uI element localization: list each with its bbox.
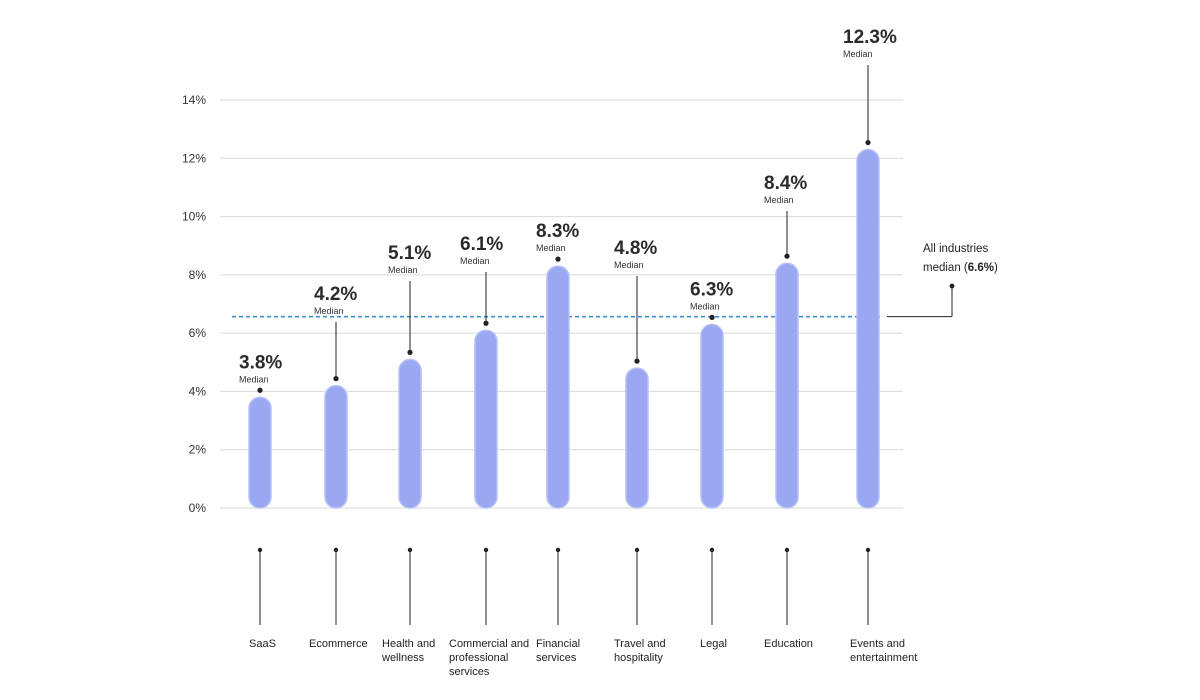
category-label: Ecommerce xyxy=(309,638,368,650)
category-label-line: Events and xyxy=(850,638,905,650)
median-label: Median xyxy=(314,306,344,316)
value-leader-dot xyxy=(483,320,489,326)
category-label-line: Commercial and xyxy=(449,638,529,650)
y-tick-label: 8% xyxy=(189,268,207,282)
value-leader-dot xyxy=(333,376,339,382)
bar-legal xyxy=(700,323,724,509)
category-label-line: Travel and xyxy=(614,638,666,650)
median-label: Median xyxy=(388,265,418,275)
value-label: 6.1% xyxy=(460,234,503,255)
median-label: Median xyxy=(536,243,566,253)
category-label-line: Financial xyxy=(536,638,580,650)
category-label: Legal xyxy=(700,638,727,650)
y-tick-label: 4% xyxy=(189,384,207,398)
median-label: Median xyxy=(690,301,720,311)
value-leader-dot xyxy=(865,139,871,146)
value-labels: 3.8%Median4.2%Median5.1%Median6.1%Median… xyxy=(239,27,897,393)
category-label-line: services xyxy=(536,652,577,664)
category-label: Travel and hospitality xyxy=(614,638,666,664)
y-axis-tick-labels: 0% 2% 4% 6% 8% 10% 12% 14% xyxy=(182,93,206,515)
category-label: Financial services xyxy=(536,638,580,664)
bar-education xyxy=(775,262,799,509)
bar-financial-services xyxy=(546,265,570,509)
category-label-line: wellness xyxy=(381,652,425,664)
category-label: SaaS xyxy=(249,638,276,650)
category-label-line: Ecommerce xyxy=(309,638,368,650)
value-leader-dot xyxy=(784,253,790,259)
category-label-line: Health and xyxy=(382,638,435,650)
category-label: Health and wellness xyxy=(381,638,435,664)
category-label: Events and entertainment xyxy=(850,638,917,664)
category-label-line: hospitality xyxy=(614,652,663,664)
y-tick-label: 6% xyxy=(189,326,207,340)
category-label-line: Legal xyxy=(700,638,727,650)
bar-ecommerce xyxy=(324,384,348,509)
bar-saas xyxy=(248,396,272,509)
y-tick-label: 12% xyxy=(182,151,206,165)
category-label-line: SaaS xyxy=(249,638,276,650)
reference-label-value: 6.6% xyxy=(968,262,994,274)
category-label-line: services xyxy=(449,666,490,678)
value-leader-dot xyxy=(257,387,263,393)
y-tick-label: 14% xyxy=(182,93,206,107)
category-label-line: Education xyxy=(764,638,813,650)
value-leader-dot xyxy=(709,314,715,320)
value-leader-dot xyxy=(407,349,413,355)
bar-health-and-wellness xyxy=(398,358,422,509)
median-label: Median xyxy=(764,195,794,205)
category-label: Education xyxy=(764,638,813,650)
median-label: Median xyxy=(843,49,873,59)
value-label: 3.8% xyxy=(239,352,282,373)
bar-commercial-and-professional-services xyxy=(474,329,498,509)
bar-events-and-entertainment xyxy=(856,148,880,509)
value-label: 5.1% xyxy=(388,243,431,264)
value-leader-dot xyxy=(555,256,561,262)
reference-label-suffix: ) xyxy=(994,262,998,274)
value-leader-dot xyxy=(634,358,640,364)
category-label: Commercial and professional services xyxy=(449,638,529,678)
value-label: 8.4% xyxy=(764,173,807,194)
reference-label-line2: median (6.6%) xyxy=(923,262,998,274)
median-label: Median xyxy=(460,256,490,266)
median-label: Median xyxy=(239,374,269,384)
reference-label-prefix: median ( xyxy=(923,262,968,274)
value-label: 6.3% xyxy=(690,279,733,300)
value-label: 4.2% xyxy=(314,284,357,305)
y-tick-label: 2% xyxy=(189,443,207,457)
reference-label-line1: All industries xyxy=(923,243,988,255)
category-label-line: entertainment xyxy=(850,652,917,664)
value-label: 12.3% xyxy=(843,27,897,48)
y-tick-label: 10% xyxy=(182,210,206,224)
category-labels: SaaS Ecommerce Health and wellness Commercia… xyxy=(249,547,917,678)
median-label: Median xyxy=(614,260,644,270)
y-tick-label: 0% xyxy=(189,501,207,515)
category-label-line: professional xyxy=(449,652,508,664)
bars xyxy=(248,148,880,509)
value-label: 4.8% xyxy=(614,238,657,259)
reference-connector-dot xyxy=(949,283,955,289)
value-label: 8.3% xyxy=(536,221,579,242)
bar-travel-and-hospitality xyxy=(625,367,649,509)
